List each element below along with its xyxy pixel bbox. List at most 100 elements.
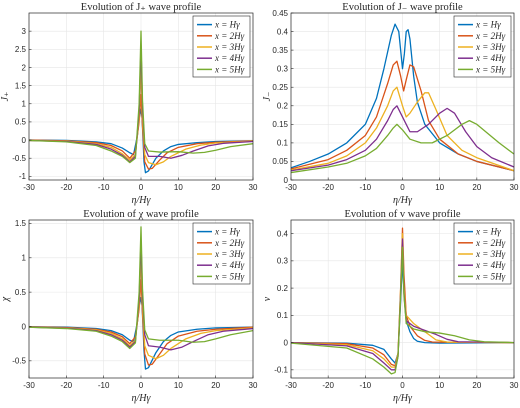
y-tick-label: 2.5	[15, 45, 27, 54]
y-tick-label: 0	[22, 136, 27, 145]
y-tick-label: 0.3	[277, 64, 289, 73]
y-tick-label: 0	[284, 176, 289, 185]
x-tick-label: 10	[435, 183, 444, 192]
x-axis-label: η/Hγ	[393, 195, 413, 206]
x-tick-label: 10	[435, 381, 444, 390]
chart-panel-2: -30 -20 -10 0 10 20 30 0 0.05 0.1 0.15 0.2 0.25 0.3 0.…	[262, 2, 519, 206]
y-tick-label: 0.45	[272, 9, 288, 18]
legend-label: x = 4Hγ	[214, 260, 245, 270]
y-axis-label: χ	[0, 296, 11, 302]
y-axis-label: J₊	[0, 92, 11, 102]
x-tick-label: 20	[472, 381, 481, 390]
legend-label: x = 3Hγ	[475, 42, 506, 52]
y-tick-label: 0.4	[277, 229, 289, 238]
legend-label: x = 3Hγ	[475, 249, 506, 259]
series-line-4	[291, 105, 514, 172]
series-line-4	[291, 238, 514, 371]
y-tick-label: 2	[22, 63, 27, 72]
legend-label: x = 2Hγ	[475, 31, 506, 41]
x-tick-label: -30	[285, 183, 297, 192]
x-tick-label: -30	[23, 183, 35, 192]
series-line-3	[291, 232, 514, 368]
series-group	[291, 227, 514, 375]
x-tick-label: -10	[98, 381, 110, 390]
legend-label: x = 5Hγ	[214, 271, 245, 281]
legend-label: x = 3Hγ	[214, 42, 245, 52]
legend-label: x = 5Hγ	[475, 64, 506, 74]
y-axis-label: v	[262, 296, 273, 301]
x-tick-label: -10	[360, 183, 372, 192]
legend-label: x = 5Hγ	[214, 64, 245, 74]
series-line-5	[29, 30, 253, 164]
legend-label: x = 4Hγ	[475, 260, 506, 270]
y-tick-label: -1	[19, 172, 27, 181]
series-group	[29, 30, 253, 174]
x-tick-label: 30	[249, 381, 258, 390]
y-tick-label: 0.05	[272, 157, 288, 166]
legend-label: x = 2Hγ	[475, 238, 506, 248]
y-tick-label: 1	[22, 254, 27, 263]
x-axis-label: η/Hγ	[393, 393, 413, 404]
y-tick-label: 0	[284, 338, 289, 347]
chart-title: Evolution of χ wave profile	[83, 209, 199, 220]
series-line-5	[291, 246, 514, 375]
x-tick-label: -30	[285, 381, 297, 390]
y-tick-label: 3	[22, 27, 27, 36]
x-tick-label: 20	[211, 183, 220, 192]
x-tick-label: -10	[98, 183, 110, 192]
legend-label: x = 3Hγ	[214, 249, 245, 259]
y-tick-label: -0.1	[274, 366, 288, 375]
y-tick-label: 1.5	[15, 81, 27, 90]
y-tick-label: 0.25	[272, 83, 288, 92]
legend-label: x = Hγ	[475, 20, 501, 30]
legend-label: x = 5Hγ	[475, 271, 506, 281]
y-tick-label: -0.5	[12, 357, 26, 366]
x-tick-label: 0	[139, 183, 144, 192]
y-tick-label: 0.5	[15, 118, 27, 127]
y-tick-label: 0.4	[277, 27, 289, 36]
chart-title: Evolution of v wave profile	[344, 209, 460, 220]
x-tick-label: 30	[510, 381, 519, 390]
legend-label: x = 2Hγ	[214, 31, 245, 41]
chart-panel-3: -30 -20 -10 0 10 20 30 -0.5 0 0.5 1 1.5 Evolution of…	[0, 209, 258, 404]
chart-title: Evolution of J₊ wave profile	[81, 2, 202, 13]
series-line-1	[291, 23, 514, 172]
y-tick-label: 0.2	[277, 102, 289, 111]
legend-label: x = 2Hγ	[214, 238, 245, 248]
legend-label: x = 4Hγ	[214, 53, 245, 63]
series-group	[291, 23, 514, 174]
x-tick-label: 10	[174, 183, 183, 192]
x-tick-label: 20	[211, 381, 220, 390]
x-tick-label: -30	[23, 381, 35, 390]
series-line-5	[291, 119, 514, 174]
y-tick-label: 0.1	[277, 139, 289, 148]
chart-panel-1: -30 -20 -10 0 10 20 30 -1 -0.5 0 0.5 1 1.5 2 2.5 3 Evolu…	[0, 2, 258, 206]
series-line-5	[29, 226, 253, 350]
x-tick-label: 30	[249, 183, 258, 192]
x-tick-label: -20	[61, 183, 73, 192]
legend-label: x = Hγ	[214, 227, 240, 237]
series-group	[29, 226, 253, 370]
y-tick-label: 1.5	[15, 219, 27, 228]
chart-title: Evolution of J₋ wave profile	[342, 2, 463, 13]
x-tick-label: 10	[174, 381, 183, 390]
x-tick-label: -20	[61, 381, 73, 390]
x-tick-label: -20	[322, 183, 334, 192]
y-tick-label: 0.3	[277, 257, 289, 266]
x-tick-label: 0	[400, 381, 405, 390]
legend-label: x = 4Hγ	[475, 53, 506, 63]
legend-label: x = Hγ	[214, 20, 240, 30]
y-tick-label: 0	[22, 322, 27, 331]
y-tick-label: -0.5	[12, 154, 26, 163]
x-tick-label: -20	[322, 381, 334, 390]
y-tick-label: 1	[22, 100, 27, 109]
y-tick-label: 0.15	[272, 120, 288, 129]
y-tick-label: 0.35	[272, 46, 288, 55]
y-axis-label: J₋	[262, 92, 273, 102]
y-tick-label: 0.5	[15, 288, 27, 297]
